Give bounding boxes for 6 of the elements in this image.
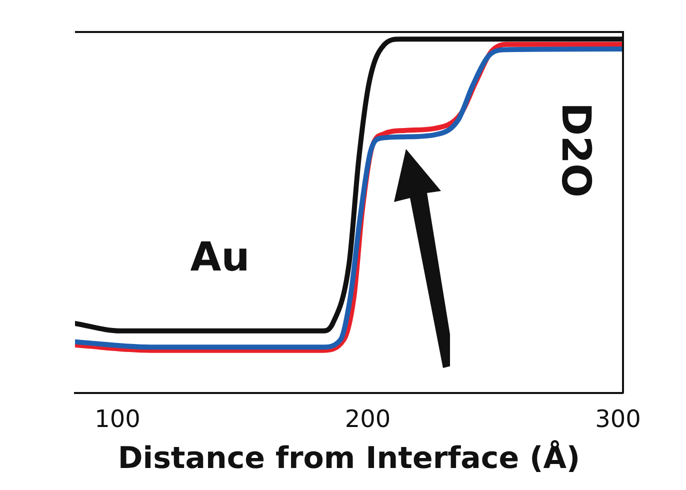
annotation: Au — [190, 234, 250, 280]
x-tick-label: 300 — [595, 404, 641, 433]
annotation: D2O — [552, 102, 599, 198]
x-axis-title: Distance from Interface (Å) — [118, 440, 580, 476]
x-tick-label: 200 — [344, 404, 391, 433]
x-tick-label: 100 — [94, 404, 140, 433]
